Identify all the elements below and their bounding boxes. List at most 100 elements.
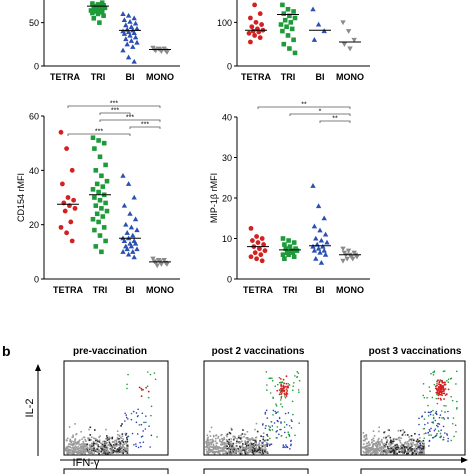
event-gray bbox=[388, 448, 390, 451]
event-dark bbox=[121, 433, 124, 435]
event-gray bbox=[366, 449, 369, 452]
event-gray bbox=[250, 441, 252, 444]
data-point-tri bbox=[287, 13, 292, 19]
event-gray bbox=[255, 422, 258, 425]
event-gray bbox=[407, 450, 410, 453]
event-gray bbox=[232, 435, 235, 438]
event-gray bbox=[414, 449, 417, 451]
event-gray bbox=[252, 445, 254, 448]
data-point-bi bbox=[130, 249, 136, 254]
event-green bbox=[127, 373, 129, 376]
event-gray bbox=[122, 451, 124, 453]
event-blue bbox=[149, 446, 151, 448]
event-gray bbox=[402, 432, 405, 435]
ifng-axis-label: IFN-γ bbox=[73, 457, 100, 469]
data-point-bi bbox=[127, 32, 133, 38]
event-gray bbox=[76, 447, 79, 450]
data-point-mono bbox=[351, 37, 357, 43]
event-dark bbox=[389, 436, 392, 439]
event-gray bbox=[87, 437, 89, 439]
event-red bbox=[443, 398, 445, 400]
event-gray bbox=[208, 451, 211, 454]
event-green bbox=[445, 405, 447, 407]
event-gray bbox=[70, 441, 73, 444]
event-gray bbox=[76, 450, 79, 453]
event-green bbox=[437, 430, 440, 432]
event-dark bbox=[115, 443, 118, 445]
event-dark bbox=[401, 451, 404, 454]
event-gray bbox=[74, 440, 76, 442]
data-point-bi bbox=[124, 230, 130, 235]
flow-events bbox=[205, 371, 301, 455]
event-dark bbox=[266, 445, 268, 447]
event-dark bbox=[251, 451, 254, 454]
event-blue bbox=[446, 433, 448, 435]
event-gray bbox=[364, 446, 367, 448]
data-point-tetra bbox=[252, 250, 258, 256]
event-gray bbox=[71, 449, 73, 452]
event-blue bbox=[143, 421, 145, 424]
event-gray bbox=[71, 440, 73, 443]
event-gray bbox=[80, 447, 83, 450]
event-gray bbox=[401, 446, 404, 448]
event-blue bbox=[142, 441, 145, 443]
event-gray bbox=[126, 450, 129, 452]
event-gray bbox=[228, 450, 230, 452]
event-gray bbox=[231, 451, 234, 454]
data-point-mono bbox=[345, 248, 352, 254]
data-point-bi bbox=[132, 240, 139, 246]
event-green bbox=[271, 429, 274, 431]
event-red bbox=[442, 386, 445, 388]
event-dark bbox=[258, 448, 261, 451]
data-point-tetra bbox=[65, 195, 71, 200]
event-gray bbox=[124, 448, 126, 450]
event-red bbox=[280, 390, 283, 393]
data-point-bi bbox=[318, 260, 325, 265]
event-gray bbox=[81, 446, 84, 449]
event-gray bbox=[115, 445, 118, 447]
event-dark bbox=[393, 452, 396, 455]
event-dark bbox=[229, 451, 232, 453]
event-gray bbox=[72, 448, 75, 451]
event-gray bbox=[126, 449, 129, 451]
data-point-tetra bbox=[259, 258, 265, 264]
event-gray bbox=[224, 447, 227, 449]
event-red bbox=[439, 386, 442, 388]
event-gray bbox=[219, 449, 222, 452]
data-point-mono bbox=[340, 258, 346, 264]
event-gray bbox=[83, 443, 86, 445]
event-gray bbox=[365, 433, 367, 436]
event-dark bbox=[226, 440, 229, 443]
event-gray bbox=[233, 452, 236, 455]
event-green bbox=[280, 403, 282, 405]
data-point-bi bbox=[127, 18, 133, 24]
event-blue bbox=[265, 409, 268, 412]
event-gray bbox=[247, 451, 250, 454]
event-gray bbox=[422, 444, 424, 446]
event-green bbox=[154, 378, 157, 381]
event-dark bbox=[117, 450, 119, 452]
event-dark bbox=[396, 443, 398, 446]
event-gray bbox=[89, 452, 92, 454]
event-gray bbox=[398, 436, 401, 439]
event-dark bbox=[401, 447, 403, 449]
event-red bbox=[283, 392, 286, 395]
event-green bbox=[150, 414, 152, 417]
event-gray bbox=[66, 437, 69, 440]
data-point-bi bbox=[324, 239, 330, 245]
event-gray bbox=[65, 449, 67, 452]
event-gray bbox=[221, 450, 224, 453]
event-gray bbox=[376, 450, 379, 452]
event-gray bbox=[81, 438, 83, 440]
event-gray bbox=[423, 432, 426, 435]
event-gray bbox=[411, 445, 414, 447]
event-gray bbox=[252, 448, 255, 451]
event-gray bbox=[90, 444, 93, 446]
event-red bbox=[434, 385, 437, 388]
event-dark bbox=[253, 448, 256, 450]
event-gray bbox=[231, 447, 233, 450]
y-tick-label: 40 bbox=[222, 113, 232, 123]
event-gray bbox=[222, 446, 225, 449]
event-gray bbox=[365, 436, 368, 438]
